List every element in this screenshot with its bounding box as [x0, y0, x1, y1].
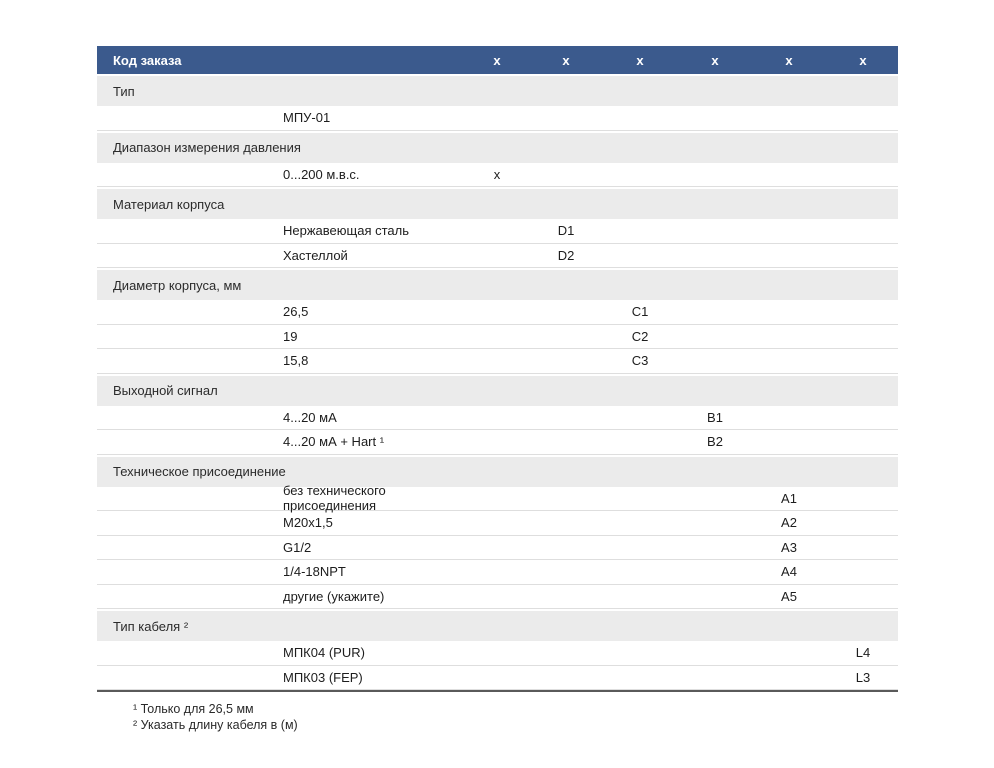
section-header-body-diameter: Диаметр корпуса, мм — [97, 268, 898, 300]
row-code: C3 — [631, 353, 649, 369]
table-row: МПУ-01 — [97, 106, 898, 131]
table-row: 15,8 C3 — [97, 349, 898, 374]
row-codes: L4 — [454, 641, 898, 665]
row-value: 15,8 — [283, 353, 309, 369]
section-header-process-connection: Техническое присоединение — [97, 454, 898, 487]
row-value: другие (укажите) — [283, 588, 385, 604]
section-label: Тип кабеля ² — [113, 618, 189, 634]
row-value: 26,5 — [283, 304, 309, 320]
row-code: C2 — [631, 328, 649, 344]
section-header-body-material: Материал корпуса — [97, 187, 898, 219]
section-label: Диаметр корпуса, мм — [113, 277, 242, 293]
section-header-pressure-range: Диапазон измерения давления — [97, 130, 898, 163]
row-code: D2 — [557, 247, 575, 263]
table-row: 0...200 м.в.с. x — [97, 162, 898, 187]
header-x-col-1: x — [493, 52, 501, 68]
row-codes: x — [454, 163, 898, 187]
footnotes: ¹ Только для 26,5 мм ² Указать длину каб… — [133, 701, 298, 733]
header-x-col-3: x — [636, 52, 644, 68]
row-code: A1 — [781, 490, 797, 506]
row-codes: A1 — [454, 487, 898, 511]
row-codes: A2 — [454, 511, 898, 535]
order-code-table: Код заказа x x x x x x Тип МПУ-01 Диапаз… — [97, 46, 898, 692]
row-value: 0...200 м.в.с. — [283, 166, 360, 182]
row-value: Хастеллой — [283, 247, 348, 263]
table-row: 1/4-18NPT A4 — [97, 560, 898, 585]
footnote-2: ² Указать длину кабеля в (м) — [133, 718, 298, 732]
row-value: МПК03 (FEP) — [283, 669, 363, 685]
header-x-col-6: x — [859, 52, 867, 68]
row-code: L4 — [855, 645, 871, 661]
row-value: 4...20 мА + Hart ¹ — [283, 434, 385, 450]
footnote-1: ¹ Только для 26,5 мм — [133, 702, 254, 716]
table-row: без технического присоединения A1 — [97, 483, 898, 513]
row-codes: C2 — [454, 325, 898, 349]
row-value: 1/4-18NPT — [283, 564, 346, 580]
table-row: 4...20 мА + Hart ¹ B2 — [97, 430, 898, 455]
row-codes: C1 — [454, 300, 898, 324]
row-code: D1 — [557, 223, 575, 239]
row-code: A3 — [781, 539, 797, 555]
row-value: без технического присоединения — [283, 483, 386, 514]
row-codes: L3 — [454, 666, 898, 690]
row-codes: C3 — [454, 349, 898, 373]
table-row: 19 C2 — [97, 324, 898, 349]
table-header-row: Код заказа x x x x x x — [97, 46, 898, 74]
section-label: Материал корпуса — [113, 196, 225, 212]
row-value: M20x1,5 — [283, 515, 333, 531]
row-codes: D2 — [454, 244, 898, 268]
row-codes: D1 — [454, 219, 898, 243]
row-codes: B1 — [454, 406, 898, 430]
section-label: Диапазон измерения давления — [113, 140, 301, 155]
row-code: B2 — [707, 434, 723, 450]
table-row: M20x1,5 A2 — [97, 511, 898, 536]
row-code: L3 — [855, 669, 871, 685]
row-value: G1/2 — [283, 539, 312, 555]
table-row: МПК03 (FEP) L3 — [97, 665, 898, 690]
row-code: A4 — [781, 564, 797, 580]
row-code: C1 — [631, 304, 649, 320]
table-row: G1/2 A3 — [97, 535, 898, 560]
section-header-cable-type: Тип кабеля ² — [97, 609, 898, 641]
table-row: 26,5 C1 — [97, 300, 898, 325]
row-code: x — [493, 166, 501, 182]
row-code: A2 — [781, 515, 797, 531]
section-header-type: Тип — [97, 74, 898, 106]
header-x-col-5: x — [785, 52, 793, 68]
row-value: МПК04 (PUR) — [283, 645, 365, 661]
row-value: 4...20 мА — [283, 409, 337, 425]
row-code: B1 — [707, 409, 723, 425]
row-value: МПУ-01 — [283, 110, 331, 126]
header-x-col-2: x — [562, 52, 570, 68]
table-row: другие (укажите) A5 — [97, 584, 898, 609]
row-codes: A3 — [454, 536, 898, 560]
table-row: МПК04 (PUR) L4 — [97, 641, 898, 666]
table-row: 4...20 мА B1 — [97, 405, 898, 430]
row-codes: A5 — [454, 585, 898, 609]
section-label: Выходной сигнал — [113, 383, 218, 398]
section-header-output-signal: Выходной сигнал — [97, 373, 898, 406]
table-row: Нержавеющая сталь D1 — [97, 219, 898, 244]
header-code-columns: x x x x x x — [454, 46, 898, 74]
table-row: Хастеллой D2 — [97, 243, 898, 268]
row-codes: A4 — [454, 560, 898, 584]
row-value: 19 — [283, 328, 298, 344]
row-codes — [454, 106, 898, 130]
section-label: Техническое присоединение — [113, 464, 286, 479]
header-x-col-4: x — [711, 52, 719, 68]
table-title: Код заказа — [113, 52, 182, 68]
row-code: A5 — [781, 588, 797, 604]
row-codes: B2 — [454, 430, 898, 454]
row-value: Нержавеющая сталь — [283, 223, 409, 239]
section-label: Тип — [113, 83, 135, 99]
